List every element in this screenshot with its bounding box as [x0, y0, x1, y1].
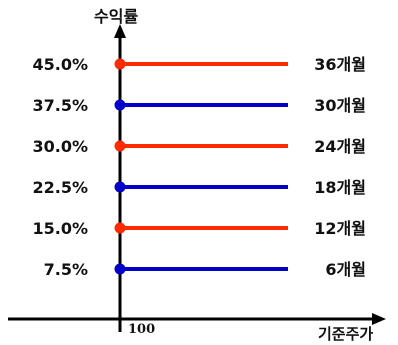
y-tick-label: 37.5%: [32, 96, 88, 115]
y-tick-label: 30.0%: [32, 137, 88, 156]
y-tick-label: 22.5%: [32, 178, 88, 197]
x-tick-label: 100: [128, 322, 155, 337]
series-label: 12개월: [314, 219, 366, 238]
series-layer: 45.0% 36개월 37.5% 30개월 30.0% 24개월 22.5% 18개월 15.0…: [32, 55, 366, 279]
series-label: 30개월: [314, 96, 366, 115]
y-tick-label: 7.5%: [44, 260, 88, 279]
x-axis-label: 기준주가: [318, 325, 373, 343]
y-axis-arrow: [114, 24, 126, 38]
series-point: [114, 140, 126, 152]
y-axis-label: 수익률: [94, 7, 138, 26]
series-point: [114, 58, 126, 70]
y-tick-label: 15.0%: [32, 219, 88, 238]
series-label: 6개월: [325, 260, 366, 279]
y-tick-label: 45.0%: [32, 55, 88, 74]
series-point: [114, 99, 126, 111]
series-label: 24개월: [314, 137, 366, 156]
x-axis-arrow: [372, 313, 386, 325]
series-point: [114, 222, 126, 234]
series-point: [114, 263, 126, 275]
series-label: 36개월: [314, 55, 366, 74]
series-point: [114, 181, 126, 193]
series-label: 18개월: [314, 178, 366, 197]
